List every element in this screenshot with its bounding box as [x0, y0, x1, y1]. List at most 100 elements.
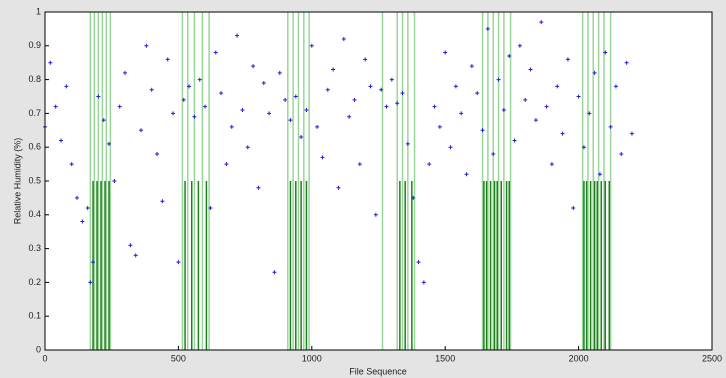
- point: [608, 124, 613, 129]
- y-tick-label: 0.2: [28, 277, 41, 287]
- point: [144, 43, 149, 48]
- point: [560, 131, 565, 136]
- point: [491, 151, 496, 156]
- point: [91, 260, 96, 265]
- point: [624, 60, 629, 65]
- point: [213, 50, 218, 55]
- point: [501, 108, 506, 113]
- x-tick-label: 500: [171, 353, 186, 363]
- point: [368, 84, 373, 89]
- point: [256, 185, 261, 190]
- point: [603, 50, 608, 55]
- point: [149, 87, 154, 92]
- y-tick-label: 0.7: [28, 108, 41, 118]
- point: [496, 77, 501, 82]
- point: [160, 199, 165, 204]
- point: [197, 77, 202, 82]
- point: [299, 135, 304, 140]
- point: [437, 124, 442, 129]
- point: [88, 280, 93, 285]
- point: [53, 104, 58, 109]
- point: [405, 141, 410, 146]
- point: [48, 60, 53, 65]
- point: [571, 206, 576, 211]
- point: [555, 84, 560, 89]
- point: [181, 97, 186, 102]
- point: [411, 195, 416, 200]
- point: [245, 145, 250, 150]
- x-tick-label: 0: [42, 353, 47, 363]
- y-tick-label: 0.3: [28, 243, 41, 253]
- x-tick-label: 2500: [702, 353, 722, 363]
- point: [283, 97, 288, 102]
- point: [272, 270, 277, 275]
- point: [469, 64, 474, 69]
- point: [352, 97, 357, 102]
- y-tick-label: 0.6: [28, 142, 41, 152]
- point: [235, 33, 240, 38]
- point: [176, 260, 181, 265]
- point: [619, 151, 624, 156]
- point: [523, 97, 528, 102]
- point: [587, 111, 592, 116]
- point: [331, 67, 336, 72]
- point: [155, 151, 160, 156]
- point: [59, 138, 64, 143]
- plot-area: [45, 12, 712, 350]
- point: [379, 87, 384, 92]
- point: [363, 57, 368, 62]
- y-tick-label: 1: [36, 6, 41, 16]
- point: [443, 50, 448, 55]
- point: [117, 104, 122, 109]
- point: [85, 206, 90, 211]
- point: [544, 104, 549, 109]
- point: [112, 179, 117, 183]
- point: [357, 162, 362, 167]
- point: [203, 104, 208, 109]
- point: [416, 260, 421, 265]
- point: [592, 70, 597, 75]
- point: [341, 37, 346, 42]
- point: [480, 128, 485, 133]
- point: [539, 20, 544, 25]
- point: [336, 185, 341, 190]
- point: [240, 108, 245, 113]
- point: [229, 124, 234, 129]
- point: [251, 64, 256, 69]
- y-tick-label: 0.4: [28, 209, 41, 219]
- y-tick-label: 0.1: [28, 311, 41, 321]
- point: [485, 26, 490, 31]
- point: [517, 43, 522, 48]
- point: [64, 84, 69, 89]
- y-tick-label: 0.8: [28, 74, 41, 84]
- y-tick-label: 0: [36, 344, 41, 354]
- y-tick-label: 0.9: [28, 40, 41, 50]
- point: [464, 172, 469, 177]
- point: [315, 124, 320, 129]
- point: [208, 206, 213, 211]
- point: [421, 280, 426, 285]
- point: [448, 145, 453, 150]
- point: [123, 70, 128, 75]
- point: [400, 91, 405, 96]
- point: [101, 118, 106, 123]
- point: [192, 114, 197, 119]
- point: [507, 53, 512, 58]
- point: [277, 70, 282, 75]
- point: [597, 172, 602, 177]
- y-axis-label: Relative Humidity (%): [12, 138, 22, 225]
- point: [219, 91, 224, 96]
- point: [224, 162, 229, 167]
- point: [128, 243, 133, 248]
- point: [69, 162, 74, 167]
- point: [96, 94, 101, 99]
- x-axis-label: File Sequence: [349, 366, 407, 376]
- point: [165, 57, 170, 62]
- point: [533, 118, 538, 123]
- point: [133, 253, 138, 258]
- point: [261, 80, 266, 85]
- point: [373, 212, 378, 217]
- x-tick-label: 2000: [569, 353, 589, 363]
- point: [613, 84, 618, 89]
